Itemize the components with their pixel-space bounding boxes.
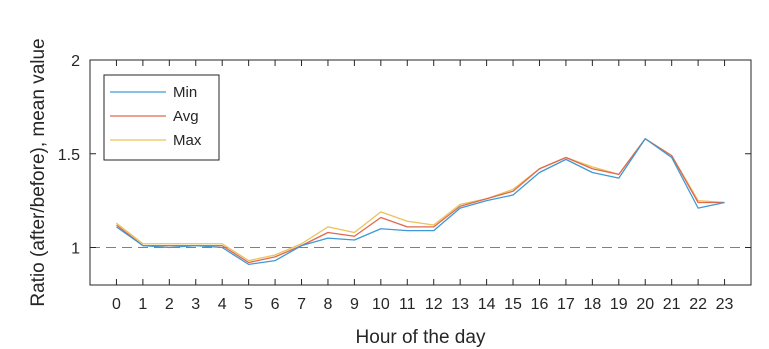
x-tick-label: 6 xyxy=(271,296,280,313)
x-tick-label: 14 xyxy=(478,296,496,313)
x-tick-label: 3 xyxy=(191,296,200,313)
x-tick-label: 9 xyxy=(350,296,359,313)
x-tick-label: 0 xyxy=(112,296,121,313)
x-tick-label: 21 xyxy=(663,296,681,313)
x-tick-label: 8 xyxy=(324,296,333,313)
x-tick-label: 1 xyxy=(138,296,147,313)
y-tick-label: 1 xyxy=(71,241,80,258)
y-tick-label: 1.5 xyxy=(58,147,80,164)
x-tick-label: 20 xyxy=(636,296,654,313)
series-line-avg xyxy=(116,138,725,264)
x-tick-label: 13 xyxy=(451,296,469,313)
plot-frame xyxy=(89,59,752,286)
x-tick-label: 12 xyxy=(425,296,443,313)
legend: Min Avg Max xyxy=(103,74,220,161)
x-tick-label: 11 xyxy=(399,296,416,313)
x-tick-label: 22 xyxy=(689,296,707,313)
x-tick-label: 23 xyxy=(716,296,734,313)
y-tick-label: 2 xyxy=(71,53,80,70)
x-tick-label: 2 xyxy=(165,296,174,313)
x-tick-label: 18 xyxy=(583,296,601,313)
legend-label-min: Min xyxy=(173,84,197,101)
legend-label-max: Max xyxy=(173,132,202,149)
x-tick-label: 19 xyxy=(610,296,628,313)
legend-label-avg: Avg xyxy=(173,108,199,125)
series-line-min xyxy=(116,138,725,266)
x-tick-label: 7 xyxy=(297,296,306,313)
x-tick-label: 10 xyxy=(372,296,390,313)
x-tick-label: 16 xyxy=(531,296,549,313)
x-tick-label: 4 xyxy=(218,296,227,313)
x-tick-label: 5 xyxy=(244,296,253,313)
y-axis-label: Ratio (after/before), mean value xyxy=(28,38,49,306)
x-tick-label: 17 xyxy=(557,296,575,313)
x-tick-label: 15 xyxy=(504,296,522,313)
legend-box xyxy=(103,74,220,161)
x-axis-label: Hour of the day xyxy=(356,327,486,348)
